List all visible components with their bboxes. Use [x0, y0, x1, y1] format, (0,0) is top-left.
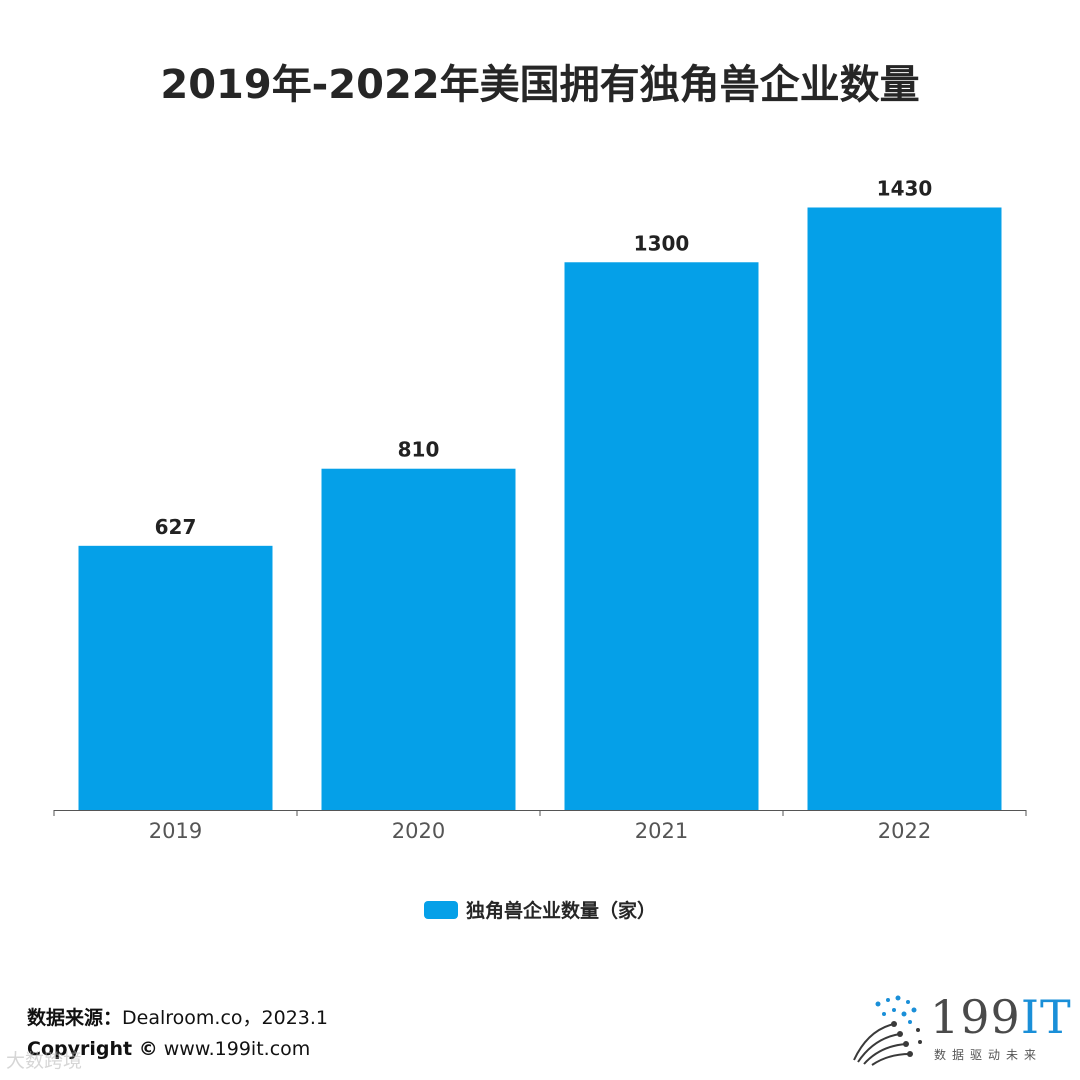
brand-name-main: 199	[930, 990, 1021, 1044]
copyright-line: Copyright © www.199it.com	[27, 1038, 310, 1060]
x-tick-label-2019: 2019	[149, 819, 202, 843]
bar-2020	[321, 468, 516, 810]
x-tick-label-2022: 2022	[878, 819, 931, 843]
legend: 独角兽企业数量（家）	[0, 896, 1080, 923]
data-label-2020: 810	[398, 438, 440, 462]
x-tick-label-2020: 2020	[392, 819, 445, 843]
bar-2019	[78, 545, 273, 810]
legend-label: 独角兽企业数量（家）	[465, 900, 656, 922]
data-label-2022: 1430	[877, 176, 933, 200]
brand-name: 199IT	[930, 990, 1072, 1044]
copyright-url: www.199it.com	[163, 1038, 311, 1060]
bar-2021	[564, 262, 759, 810]
data-label-2019: 627	[155, 515, 197, 539]
watermark: 大数跨境	[6, 1050, 83, 1072]
chart-title: 2019年-2022年美国拥有独角兽企业数量	[160, 62, 920, 108]
brand-logo: 199IT 数据驱动未来	[848, 990, 1071, 1070]
bar-2022	[807, 207, 1002, 810]
copyright-label: Copyright ©	[27, 1038, 158, 1060]
source-label: 数据来源：	[27, 1007, 123, 1029]
brand-tagline: 数据驱动未来	[934, 1048, 1043, 1062]
x-tick-label-2021: 2021	[635, 819, 688, 843]
source-value: Dealroom.co，2023.1	[122, 1007, 329, 1029]
brand-dot-icon	[853, 995, 922, 1066]
data-label-2021: 1300	[634, 231, 690, 255]
legend-swatch	[423, 900, 458, 919]
brand-name-accent: IT	[1020, 990, 1072, 1044]
source-line: 数据来源：Dealroom.co，2023.1	[27, 1003, 328, 1030]
